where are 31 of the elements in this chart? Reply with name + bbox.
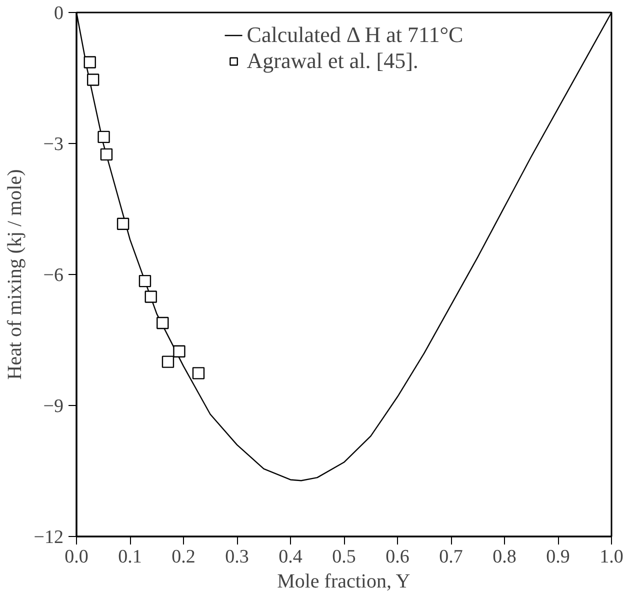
x-axis-title: Mole fraction, Y: [277, 570, 410, 592]
y-axis-title: Heat of mixing (kj / mole): [4, 169, 26, 380]
legend-label: Calculated Δ H at 711°C: [246, 22, 464, 48]
point: [98, 130, 110, 144]
y-tick-label: −12: [34, 527, 64, 548]
point: [173, 345, 186, 358]
point: [192, 367, 205, 380]
x-tick-label: 0.2: [172, 546, 196, 568]
point: [100, 148, 113, 161]
x-tick-label: 0.9: [546, 546, 570, 568]
point: [144, 290, 157, 303]
x-tick-label: 0.4: [278, 546, 303, 568]
x-tick-label: 0.0: [64, 546, 88, 568]
x-tick-label: 0.5: [332, 546, 356, 568]
point: [86, 74, 100, 86]
y-tick-label: −3: [43, 134, 64, 155]
x-tick-label: 0.3: [225, 546, 249, 568]
point: [116, 218, 130, 230]
x-tick-label: 0.7: [439, 546, 463, 568]
y-tick-label: 0: [54, 3, 64, 24]
point: [156, 316, 169, 330]
x-tick-label: 1.0: [600, 546, 624, 568]
x-tick-label: 0.6: [386, 546, 410, 568]
x-tick-label: 0.8: [492, 546, 516, 568]
point: [138, 274, 152, 288]
point: [84, 56, 96, 68]
y-tick-label: −9: [43, 396, 64, 417]
y-tick-label: −6: [43, 265, 64, 286]
point: [162, 356, 174, 368]
legend-label: Agrawal et al. [45].: [246, 48, 418, 74]
x-tick-label: 0.1: [118, 546, 142, 568]
